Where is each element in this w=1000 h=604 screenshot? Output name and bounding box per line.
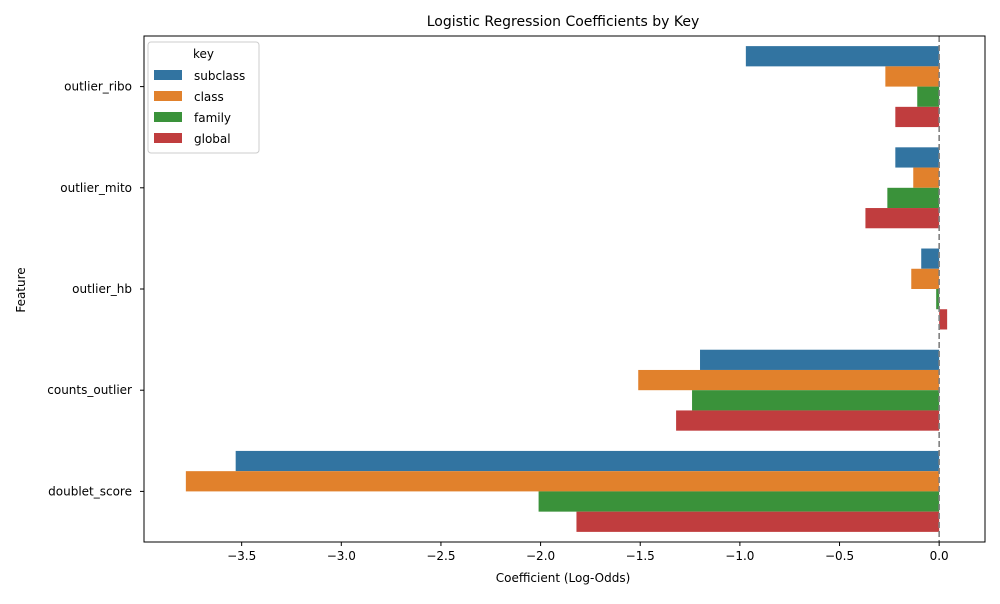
- x-tick-label: −3.5: [227, 549, 256, 563]
- bar-class-doublet_score: [185, 471, 940, 492]
- bar-family-doublet_score: [538, 491, 940, 512]
- legend-swatch-global: [154, 133, 182, 143]
- y-axis: outlier_ribo outlier_mito outlier_hbcounts…: [47, 80, 144, 498]
- legend: key subclass class family global: [147, 41, 260, 154]
- x-tick-label: −1.5: [626, 549, 655, 563]
- legend-label-global: global: [194, 132, 231, 146]
- x-tick-label: −2.0: [526, 549, 555, 563]
- legend-box: [147, 41, 260, 154]
- bar-class-outlier_hb: [911, 268, 940, 289]
- bar-global-counts_outlier: [676, 410, 940, 431]
- bar-class-outlier_mito: [913, 167, 940, 188]
- bar-subclass-outlier_hb: [921, 248, 940, 269]
- y-axis-label: Feature: [14, 267, 28, 312]
- x-tick-label: −3.0: [327, 549, 356, 563]
- legend-swatch-class: [154, 91, 182, 101]
- bar-family-outlier_mito: [887, 187, 940, 209]
- x-axis-label: Coefficient (Log-Odds): [496, 571, 631, 585]
- y-tick-label: outlier_hb: [72, 282, 132, 296]
- bar-global-outlier_ribo: [895, 106, 940, 128]
- x-tick-label: −0.5: [825, 549, 854, 563]
- bar-family-outlier_ribo: [917, 86, 940, 107]
- bar-subclass-outlier_mito: [895, 147, 940, 168]
- bar-global-outlier_mito: [865, 208, 940, 229]
- legend-label-family: family: [194, 111, 231, 125]
- x-tick-label: 0.0: [930, 549, 949, 563]
- bar-family-outlier_hb: [936, 289, 940, 310]
- bar-class-outlier_ribo: [885, 66, 940, 87]
- bar-subclass-doublet_score: [235, 450, 940, 472]
- legend-swatch-subclass: [154, 70, 182, 80]
- y-tick-label: counts_outlier: [47, 383, 132, 397]
- chart-title: Logistic Regression Coefficients by Key: [427, 14, 700, 30]
- bar-class-counts_outlier: [638, 369, 940, 391]
- bars-layer: [185, 46, 948, 532]
- legend-title: key: [193, 47, 214, 61]
- legend-swatch-family: [154, 112, 182, 122]
- bar-family-counts_outlier: [692, 390, 940, 411]
- legend-label-class: class: [194, 90, 224, 104]
- bar-subclass-counts_outlier: [700, 349, 940, 370]
- y-tick-label: outlier_ribo: [64, 80, 132, 94]
- bar-subclass-outlier_ribo: [745, 46, 940, 67]
- y-tick-label: doublet_score: [48, 484, 132, 498]
- bar-global-doublet_score: [576, 511, 940, 532]
- x-axis: −3.5 −3.0 −2.5 −2.0 −1.5 −1.0 −0.5 0.0: [227, 542, 949, 563]
- legend-label-subclass: subclass: [194, 69, 245, 83]
- x-tick-label: −2.5: [426, 549, 455, 563]
- x-tick-label: −1.0: [725, 549, 754, 563]
- y-tick-label: outlier_mito: [60, 181, 132, 195]
- bar-global-outlier_hb: [939, 309, 948, 330]
